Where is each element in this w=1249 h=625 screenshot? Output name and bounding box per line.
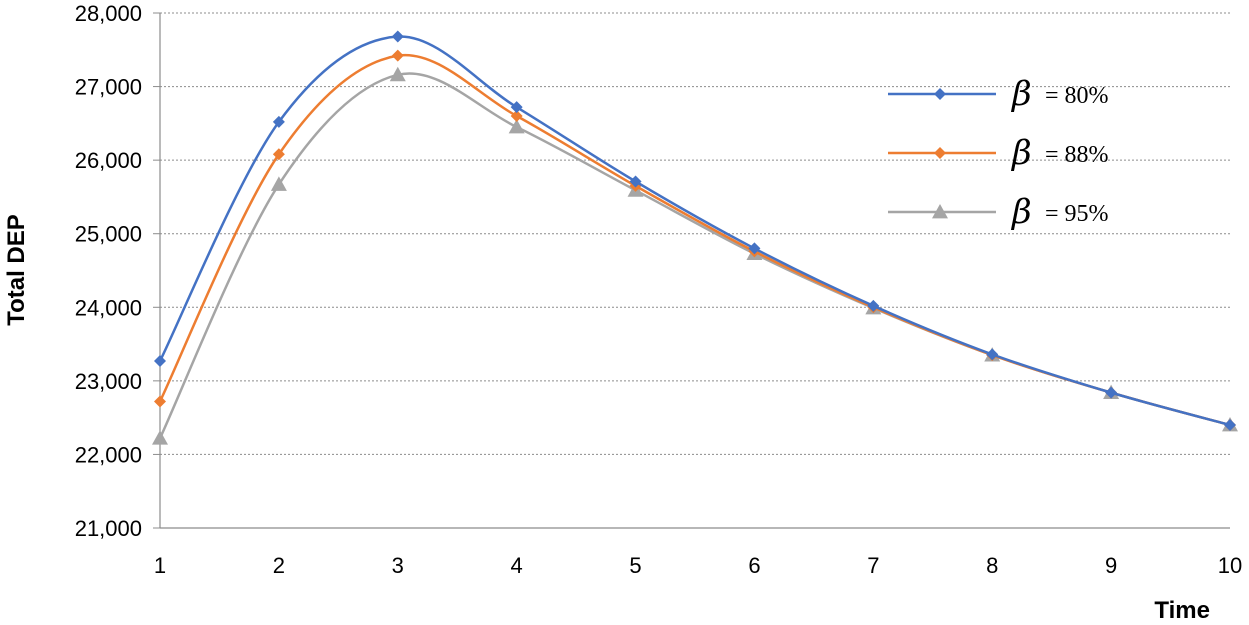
x-tick-label: 3 — [392, 553, 404, 578]
legend-entry: β = 95% — [888, 192, 1109, 232]
x-tick-label: 5 — [629, 553, 641, 578]
x-tick-label: 9 — [1105, 553, 1117, 578]
series-line — [158, 53, 1231, 427]
y-tick-label: 26,000 — [75, 148, 142, 173]
data-point-marker — [391, 30, 404, 43]
x-tick-label: 6 — [748, 553, 760, 578]
legend-entry: β = 80% — [888, 74, 1109, 114]
y-tick-label: 24,000 — [75, 295, 142, 320]
data-point-marker — [932, 204, 948, 219]
y-tick-label: 23,000 — [75, 369, 142, 394]
legend-symbol: β — [1010, 133, 1032, 173]
data-point-marker — [154, 354, 166, 367]
data-point-marker — [1224, 419, 1236, 431]
data-point-marker — [1105, 386, 1118, 399]
gridlines — [160, 12, 1230, 455]
data-point-marker — [934, 147, 946, 159]
series-lines — [152, 30, 1238, 445]
data-point-marker — [508, 119, 525, 134]
x-tick-label: 2 — [273, 553, 285, 578]
series-0 — [154, 30, 1236, 431]
series-2 — [152, 66, 1238, 445]
legend-symbol: β — [1010, 74, 1032, 114]
data-point-marker — [389, 66, 406, 82]
data-point-marker — [934, 88, 946, 100]
data-point-marker — [272, 115, 285, 128]
legend: β = 80% β = 88% β = 95% — [888, 74, 1109, 232]
data-point-marker — [629, 175, 642, 188]
y-tick-label: 28,000 — [75, 1, 142, 26]
x-tick-label: 1 — [154, 553, 166, 578]
data-point-marker — [867, 299, 880, 312]
legend-label: = 88% — [1045, 142, 1109, 168]
legend-entry: β = 88% — [888, 133, 1109, 173]
data-point-marker — [510, 110, 523, 122]
y-axis-title: Total DEP — [3, 214, 30, 326]
data-point-marker — [986, 348, 999, 361]
series-line — [158, 35, 1231, 427]
data-point-marker — [510, 101, 523, 114]
y-tick-label: 25,000 — [75, 222, 142, 247]
data-point-marker — [154, 395, 166, 408]
y-tick-label: 27,000 — [75, 75, 142, 100]
data-point-marker — [391, 49, 404, 62]
legend-label: = 95% — [1045, 201, 1109, 227]
series-line — [158, 72, 1231, 439]
x-axis-title: Time — [1154, 597, 1210, 624]
data-point-marker — [152, 430, 168, 445]
y-tick-label: 21,000 — [75, 516, 142, 541]
y-tick-label: 22,000 — [75, 442, 142, 467]
x-tick-label: 10 — [1218, 553, 1242, 578]
x-tick-label: 8 — [986, 553, 998, 578]
legend-label: = 80% — [1045, 83, 1109, 109]
data-point-marker — [272, 148, 285, 161]
tick-labels: 21,000 22,000 23,000 24,000 25,000 26,000 27,0… — [75, 1, 1243, 578]
x-tick-label: 7 — [867, 553, 879, 578]
data-point-marker — [748, 242, 761, 255]
legend-symbol: β — [1010, 192, 1032, 232]
data-point-marker — [270, 176, 287, 191]
x-tick-label: 4 — [511, 553, 523, 578]
